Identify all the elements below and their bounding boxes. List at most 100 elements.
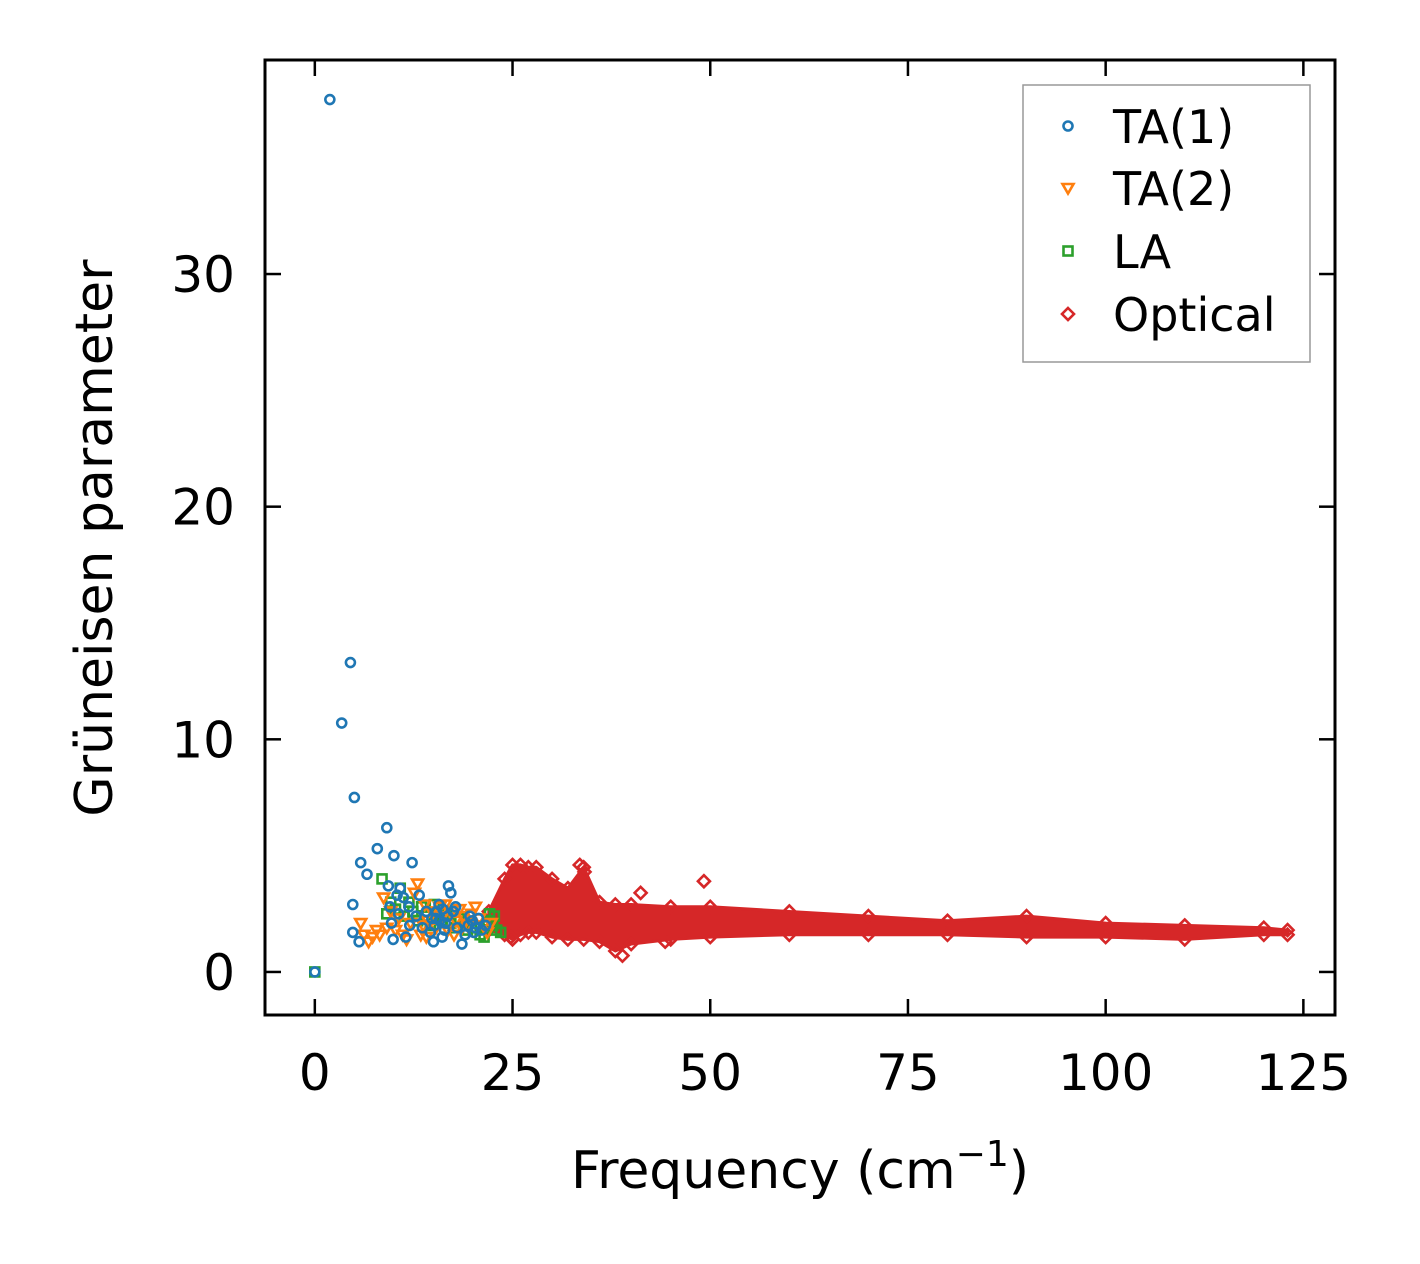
la-point bbox=[494, 926, 507, 939]
optical-edge-point bbox=[544, 929, 560, 945]
optical-edge-point bbox=[591, 933, 608, 950]
x-axis-label-superscript: −1 bbox=[956, 1134, 1009, 1175]
ta1-point bbox=[399, 931, 412, 943]
ta1-point bbox=[403, 901, 415, 913]
optical-edge-point bbox=[702, 929, 719, 945]
ta1-point bbox=[335, 717, 348, 729]
optical-band-area bbox=[487, 863, 1289, 953]
ta1-point bbox=[438, 924, 451, 936]
ta1-point bbox=[324, 93, 336, 106]
optical-edge-point bbox=[623, 936, 639, 952]
optical-edge-point bbox=[528, 859, 545, 876]
legend-label-optical: Optical bbox=[1113, 288, 1275, 342]
optical-point bbox=[696, 873, 712, 890]
ta1-point bbox=[344, 656, 357, 669]
plot-frame bbox=[263, 58, 1337, 1017]
optical-edge-point bbox=[528, 924, 545, 941]
ta1-point bbox=[464, 910, 476, 922]
ta1-point bbox=[451, 921, 463, 934]
optical-edge-point bbox=[1279, 922, 1296, 938]
ta2-point bbox=[467, 901, 484, 915]
markers-layer bbox=[309, 93, 507, 978]
ta2-point bbox=[390, 913, 407, 927]
ta1-point bbox=[445, 887, 457, 899]
optical-edge-point bbox=[1176, 931, 1193, 948]
ta2-point bbox=[447, 915, 464, 929]
optical-edge-point bbox=[1176, 917, 1193, 934]
optical-edge-point bbox=[939, 926, 956, 943]
ta1-point bbox=[348, 791, 361, 804]
ta1-point bbox=[353, 935, 365, 948]
ta1-point bbox=[406, 856, 418, 869]
ta1-point bbox=[385, 917, 398, 929]
ta1-point bbox=[346, 926, 359, 939]
optical-edge-point bbox=[860, 908, 877, 924]
ta1-point bbox=[354, 856, 367, 869]
la-point bbox=[376, 873, 388, 885]
x-tick-label: 0 bbox=[299, 1044, 331, 1102]
ta1-point bbox=[467, 926, 480, 939]
optical-edge-point bbox=[781, 903, 798, 920]
ta1-point bbox=[427, 935, 440, 948]
legend-label-ta1: TA(1) bbox=[1112, 100, 1234, 154]
x-tick-label: 25 bbox=[481, 1044, 545, 1102]
ta1-point bbox=[388, 849, 400, 862]
ta2-point bbox=[416, 899, 433, 913]
ta1-point bbox=[392, 908, 405, 920]
optical-point bbox=[571, 857, 588, 873]
optical-edge-point bbox=[575, 859, 592, 876]
legend-marker-ta1 bbox=[1062, 120, 1074, 132]
y-tick-label: 30 bbox=[171, 246, 235, 304]
optical-edge-point bbox=[1279, 926, 1296, 943]
x-axis-label-text: Frequency (cm bbox=[571, 1141, 956, 1201]
ta1-point bbox=[449, 901, 462, 913]
ta2-point bbox=[352, 917, 369, 932]
ta2-point bbox=[483, 917, 499, 932]
x-axis-label-close: ) bbox=[1009, 1141, 1029, 1201]
optical-series-band bbox=[480, 857, 1296, 964]
ta1-point bbox=[380, 821, 393, 834]
optical-edge-point bbox=[860, 926, 877, 943]
legend-marker-optical bbox=[1060, 306, 1076, 322]
optical-edge-point bbox=[544, 871, 560, 887]
ta2-point bbox=[356, 929, 372, 943]
legend-marker-ta2 bbox=[1060, 182, 1076, 197]
ta1-point bbox=[387, 933, 399, 946]
x-tick-label: 125 bbox=[1256, 1044, 1351, 1102]
x-axis-label: Frequency (cm−1) bbox=[571, 1134, 1029, 1201]
ta1-point bbox=[394, 882, 407, 895]
ta1-point bbox=[410, 910, 422, 922]
optical-point bbox=[632, 885, 649, 901]
optical-edge-point bbox=[1097, 915, 1114, 931]
optical-edge-point bbox=[1018, 908, 1035, 924]
ta2-point bbox=[364, 931, 381, 946]
ta2-point bbox=[409, 878, 426, 892]
ta1-point bbox=[426, 912, 438, 925]
optical-point bbox=[657, 933, 674, 950]
optical-edge-point bbox=[702, 898, 719, 915]
optical-edge-point bbox=[1255, 919, 1272, 936]
ta1-point bbox=[413, 889, 426, 901]
ta1-point bbox=[361, 868, 373, 881]
x-tick-label: 100 bbox=[1058, 1044, 1153, 1102]
optical-edge-point bbox=[607, 896, 624, 913]
ta1-point bbox=[371, 842, 384, 855]
ta2-point bbox=[406, 887, 423, 901]
optical-edge-point bbox=[512, 857, 529, 873]
optical-edge-point bbox=[575, 931, 592, 948]
y-axis-label: Grüneisen parameter bbox=[65, 259, 125, 817]
optical-edge-point bbox=[939, 912, 956, 929]
optical-edge-point bbox=[560, 880, 576, 897]
ta1-point bbox=[346, 898, 359, 911]
legend-markers bbox=[1060, 120, 1076, 322]
ta1-point bbox=[309, 966, 321, 978]
ta2-point bbox=[375, 892, 392, 906]
ticks-layer: 0 25 50 75 100 125 0 10 20 30 bbox=[171, 60, 1351, 1102]
legend-label-ta2: TA(2) bbox=[1112, 162, 1234, 216]
ta1-point bbox=[441, 910, 454, 922]
optical-edge-point bbox=[662, 898, 679, 915]
optical-edge-point bbox=[1097, 929, 1114, 945]
x-tick-label: 75 bbox=[876, 1044, 940, 1102]
y-tick-label: 20 bbox=[171, 479, 235, 537]
